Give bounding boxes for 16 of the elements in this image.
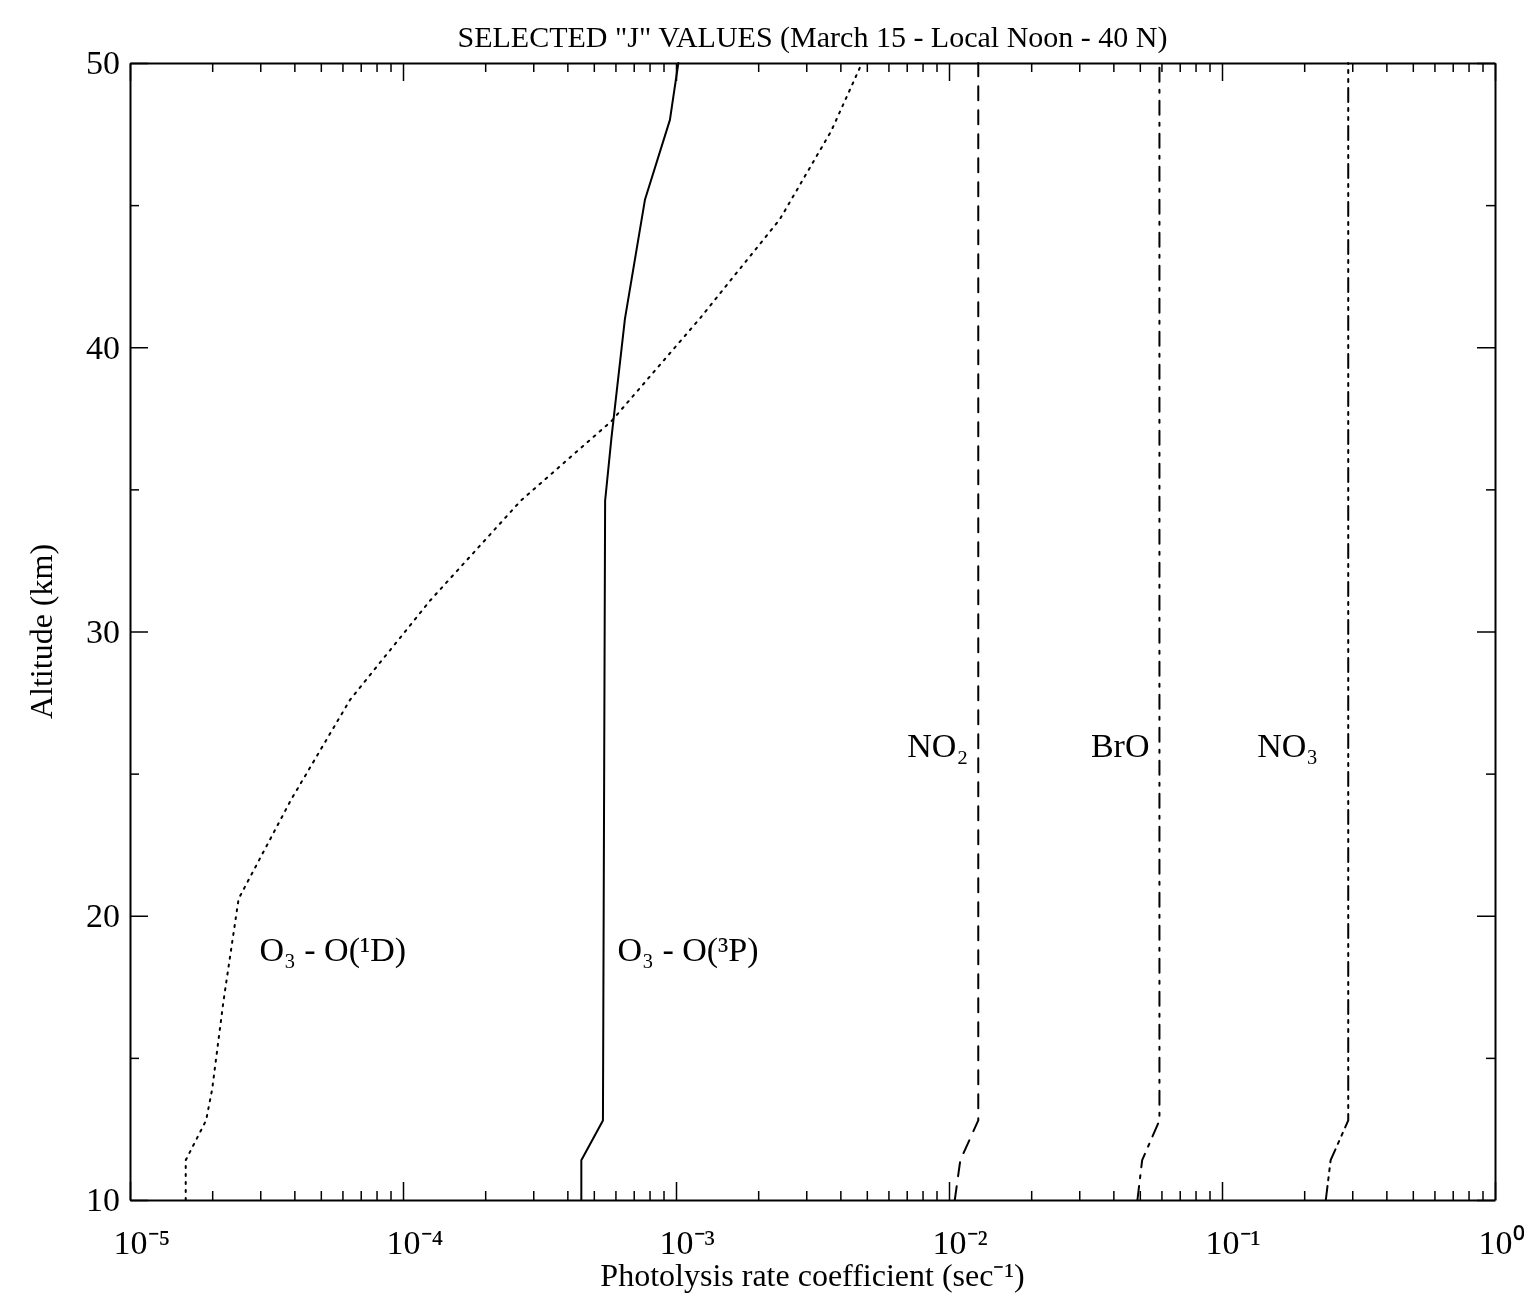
series-label: O₃ - O(³P)	[617, 931, 759, 970]
chart-title: SELECTED "J" VALUES (March 15 - Local Noon - 40 N)	[457, 20, 1168, 54]
x-tick-label: 10⁻⁴	[386, 1224, 444, 1262]
series-label: NO₂	[907, 726, 969, 764]
x-tick-label: 10⁰	[1478, 1224, 1525, 1262]
series-label: NO₃	[1257, 726, 1319, 764]
y-tick-label: 40	[86, 328, 120, 366]
x-tick-label: 10⁻⁵	[113, 1224, 171, 1262]
series-label: O₃ - O(¹D)	[259, 931, 407, 970]
series-label: BrO	[1090, 726, 1150, 764]
y-tick-label: 10	[86, 1181, 120, 1219]
y-tick-label: 30	[86, 612, 120, 650]
y-tick-label: 20	[86, 897, 120, 935]
y-tick-label: 50	[86, 44, 120, 82]
x-tick-label: 10⁻¹	[1205, 1224, 1261, 1262]
y-axis-title: Altitude (km)	[23, 543, 59, 720]
